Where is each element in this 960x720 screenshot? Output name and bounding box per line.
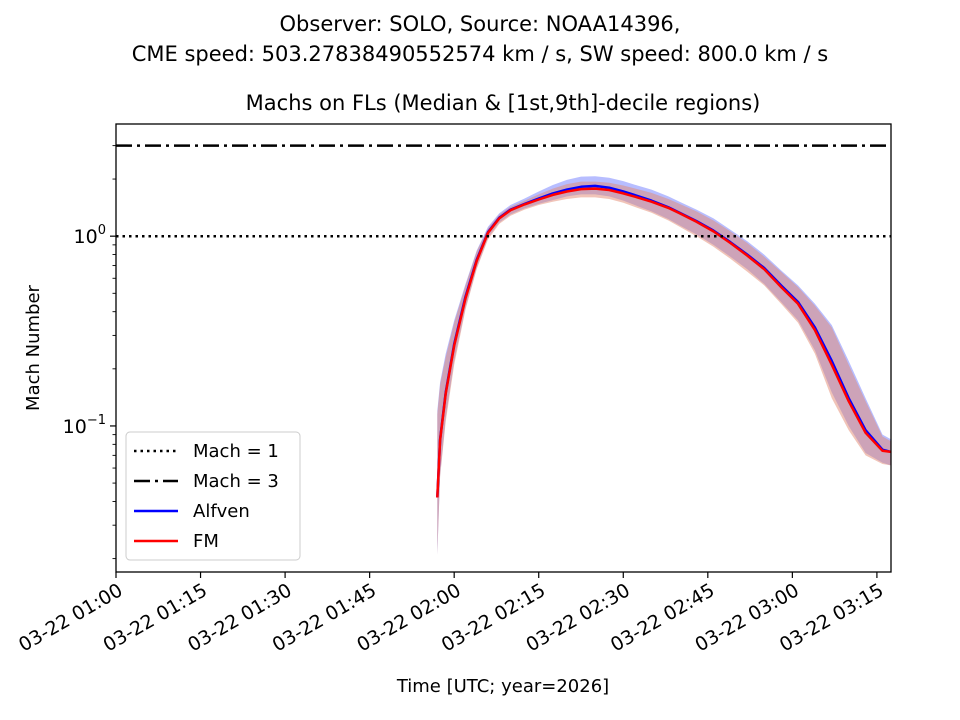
- chart-axes-title: Machs on FLs (Median & [1st,9th]-decile …: [246, 91, 761, 115]
- legend-label-fm: FM: [193, 531, 219, 552]
- x-axis-label: Time [UTC; year=2026]: [396, 676, 609, 697]
- band-fm: [437, 181, 891, 555]
- legend-label-alfven: Alfven: [193, 501, 250, 522]
- chart-suptitle-line2: CME speed: 503.27838490552574 km / s, SW…: [132, 42, 828, 66]
- series-line-fm: [436, 187, 892, 498]
- legend-box: [125, 431, 301, 561]
- y-tick-label: 10−1: [63, 413, 106, 438]
- plot-frame: [115, 123, 892, 573]
- y-tick-exponent: −1: [87, 413, 106, 428]
- legend: Mach = 1 Mach = 3 Alfven FM: [125, 431, 301, 561]
- legend-label-mach3: Mach = 3: [193, 471, 279, 492]
- y-axis-label: Mach Number: [23, 284, 44, 410]
- plot-area: [116, 144, 892, 555]
- y-tick-base: 10: [74, 226, 98, 248]
- y-tick-base: 10: [63, 416, 87, 438]
- series-line-alfven: [436, 184, 892, 498]
- y-tick-label: 100: [74, 223, 106, 248]
- chart-suptitle-line1: Observer: SOLO, Source: NOAA14396,: [280, 12, 681, 36]
- legend-label-mach1: Mach = 1: [193, 441, 279, 462]
- y-tick-exponent: 0: [98, 223, 106, 238]
